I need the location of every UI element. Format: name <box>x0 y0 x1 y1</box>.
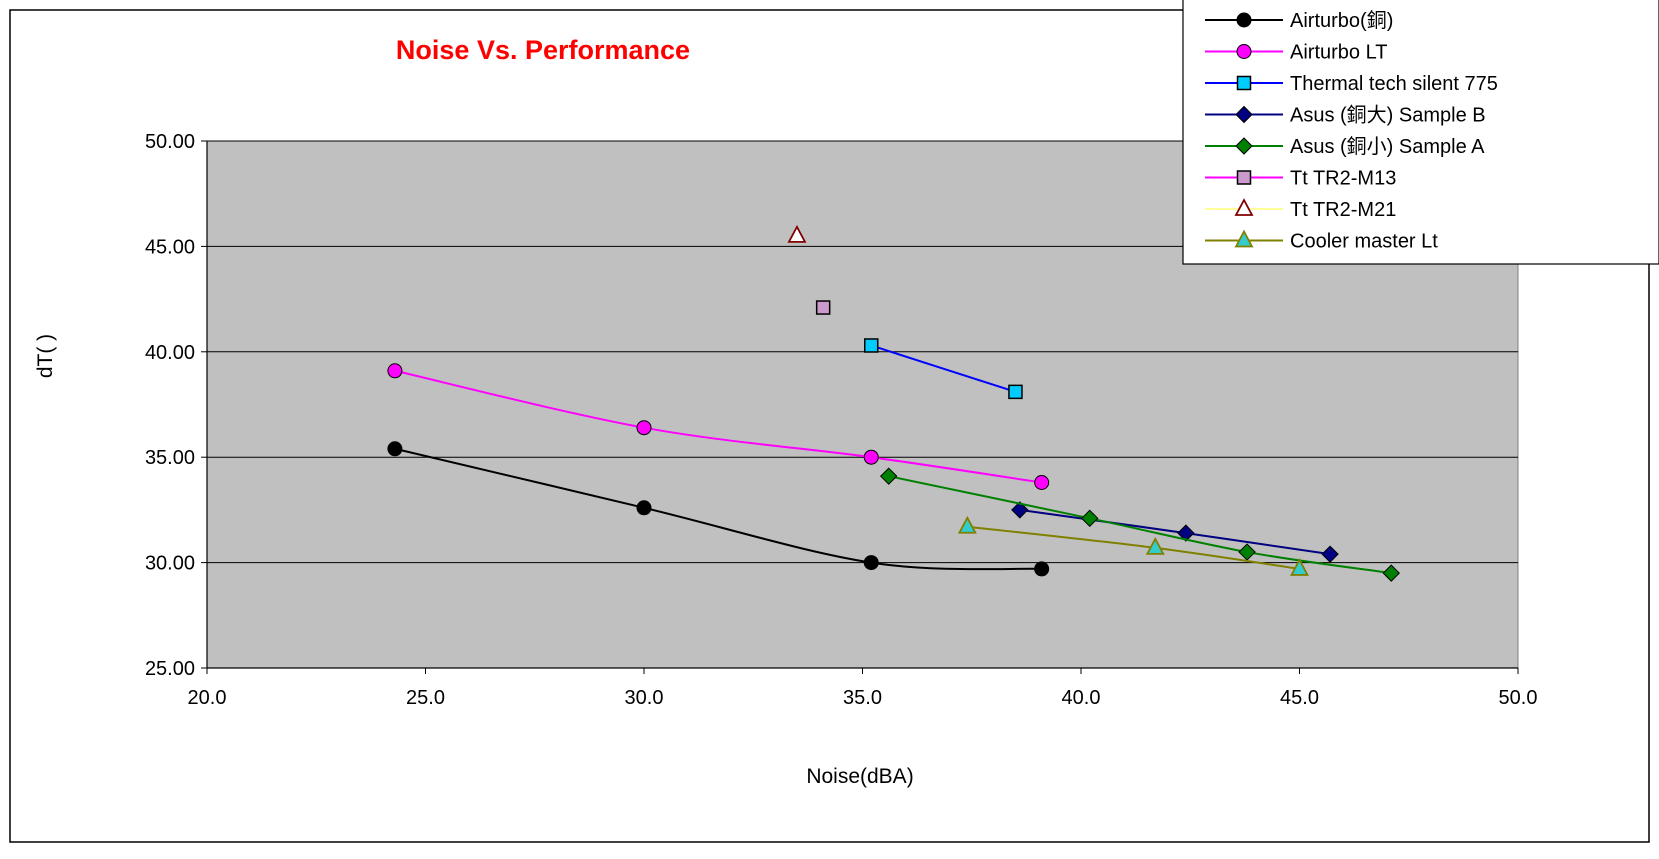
legend-item: Airturbo LT <box>1205 42 1387 64</box>
x-tick-label: 35.0 <box>843 687 882 709</box>
series-layer <box>387 224 1400 582</box>
data-point <box>636 420 652 436</box>
legend-marker <box>1236 44 1252 59</box>
legend-label: Asus (銅大) Sample B <box>1290 104 1486 127</box>
legend-marker <box>1235 137 1253 155</box>
data-point <box>1321 545 1339 563</box>
legend-label: Tt TR2-M13 <box>1290 168 1396 190</box>
legend-item: Cooler master Lt <box>1205 229 1438 253</box>
x-tick-label: 30.0 <box>625 687 664 709</box>
y-tick-label: 40.00 <box>145 342 195 364</box>
data-point <box>787 224 807 243</box>
legend-label: Airturbo(銅) <box>1290 9 1393 32</box>
legend-marker <box>1236 170 1252 185</box>
data-point <box>863 338 879 353</box>
axes: 25.00 30.00 35.00 40.00 45.00 50.00 20.0 25.0 30… <box>145 131 1538 709</box>
x-tick-label: 20.0 <box>188 687 227 709</box>
series-7 <box>787 224 807 243</box>
series-2 <box>387 363 1050 490</box>
data-point <box>387 363 403 379</box>
y-axis-label: dT( ) <box>34 334 57 378</box>
data-point <box>1145 536 1165 555</box>
legend-marker <box>1234 198 1254 216</box>
legend-item: Asus (銅小) Sample A <box>1205 135 1485 158</box>
legend-item: Asus (銅大) Sample B <box>1205 104 1486 127</box>
data-point <box>636 500 652 516</box>
data-point <box>880 467 898 485</box>
data-point <box>1177 524 1195 542</box>
legend-marker <box>1236 75 1252 91</box>
x-tick-label: 45.0 <box>1280 687 1319 709</box>
legend-item: Tt TR2-M13 <box>1205 168 1396 190</box>
series-8 <box>957 515 1309 576</box>
x-tick-label: 50.0 <box>1499 687 1538 709</box>
y-tick-label: 50.00 <box>145 131 195 153</box>
data-point <box>1034 474 1050 490</box>
series-6 <box>815 300 831 315</box>
legend-label: Asus (銅小) Sample A <box>1290 135 1485 158</box>
legend-label: Airturbo LT <box>1290 42 1387 64</box>
y-tick-label: 35.00 <box>145 447 195 469</box>
series-line <box>394 447 1042 571</box>
legend-label: Tt TR2-M21 <box>1290 199 1396 221</box>
data-point <box>957 515 977 534</box>
legend-item: Airturbo(銅) <box>1205 9 1393 32</box>
data-point <box>1081 509 1099 528</box>
x-axis-label: Noise(dBA) <box>806 765 913 788</box>
x-tick-label: 25.0 <box>406 687 445 709</box>
data-point <box>1382 564 1400 582</box>
data-point <box>1008 384 1023 400</box>
legend-marker <box>1235 105 1253 124</box>
data-point <box>815 300 831 315</box>
legend-marker <box>1234 229 1254 248</box>
legend-item: Thermal tech silent 775 <box>1205 73 1498 95</box>
series-1 <box>387 441 1050 577</box>
x-tick-label: 40.0 <box>1062 687 1101 709</box>
series-line <box>888 475 1392 575</box>
legend-item: Tt TR2-M21 <box>1205 198 1396 221</box>
data-point <box>863 555 879 571</box>
data-point <box>1290 558 1309 576</box>
series-5 <box>880 467 1400 582</box>
series-4 <box>1011 501 1339 563</box>
series-line <box>394 369 1042 484</box>
chart-title: Noise Vs. Performance <box>396 35 690 65</box>
legend-label: Thermal tech silent 775 <box>1290 73 1498 95</box>
legend-marker <box>1236 12 1252 28</box>
legend: Airturbo(銅) Airturbo LT Thermal tech silen… <box>1182 0 1659 265</box>
data-point <box>1011 501 1029 519</box>
data-point <box>387 441 403 457</box>
series-3 <box>863 338 1023 400</box>
data-point <box>863 449 879 465</box>
series-line <box>870 344 1016 393</box>
y-tick-label: 45.00 <box>145 236 195 258</box>
legend-box <box>1182 0 1659 265</box>
legend-label: Cooler master Lt <box>1290 231 1438 253</box>
data-point <box>1034 561 1050 577</box>
y-tick-label: 30.00 <box>145 553 195 575</box>
y-tick-label: 25.00 <box>145 658 195 680</box>
